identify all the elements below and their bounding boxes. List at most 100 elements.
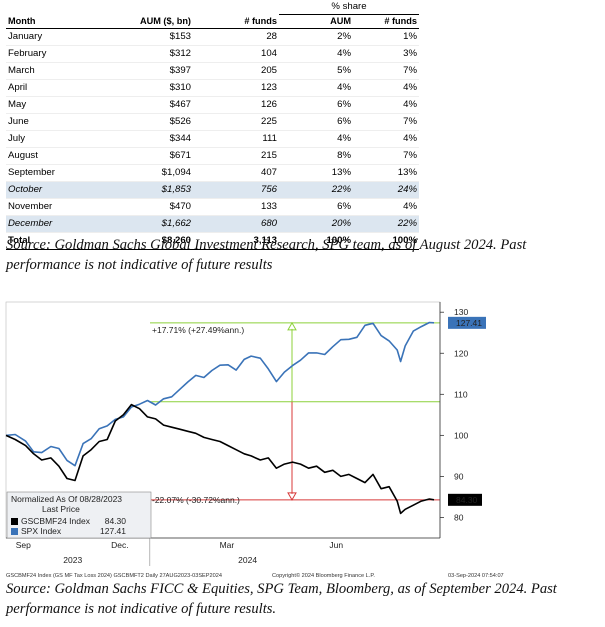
cell-aum: $470 xyxy=(71,198,193,216)
cell-month: March xyxy=(6,62,71,80)
cell-funds-share: 22% xyxy=(353,215,419,233)
legend-series-value: 127.41 xyxy=(100,526,126,536)
cell-aum: $467 xyxy=(71,96,193,114)
cell-month: June xyxy=(6,113,71,131)
cell-funds: 133 xyxy=(193,198,279,216)
cell-aum: $310 xyxy=(71,79,193,97)
cell-aum: $1,094 xyxy=(71,164,193,182)
table-row: February $312 104 4% 3% xyxy=(6,45,419,63)
spx-change-label: +17.71% (+27.49%ann.) xyxy=(152,325,244,335)
cell-month: October xyxy=(6,181,71,199)
gs-arrow-head xyxy=(287,492,297,501)
cell-aum-share: 6% xyxy=(279,198,353,216)
cell-month: April xyxy=(6,79,71,97)
table-row: October $1,853 756 22% 24% xyxy=(6,181,419,199)
col-header-aum-share: AUM xyxy=(279,14,353,29)
spx-series-line xyxy=(5,321,435,467)
cell-funds-share: 7% xyxy=(353,113,419,131)
cell-month: February xyxy=(6,45,71,63)
legend-title: Normalized As Of 08/28/2023 xyxy=(11,494,122,504)
cell-funds-share: 4% xyxy=(353,130,419,148)
table-row: December $1,662 680 20% 22% xyxy=(6,215,419,233)
cell-funds: 756 xyxy=(193,181,279,199)
cell-aum-share: 20% xyxy=(279,215,353,233)
chart-footer-center: Copyright© 2024 Bloomberg Finance L.P. xyxy=(272,572,375,579)
cell-funds-share: 3% xyxy=(353,45,419,63)
cell-aum-share: 2% xyxy=(279,28,353,46)
y-tick-label: 130 xyxy=(454,307,468,317)
table-row: January $153 28 2% 1% xyxy=(6,28,419,46)
legend-subtitle: Last Price xyxy=(42,504,80,514)
table-row: July $344 111 4% 4% xyxy=(6,130,419,148)
legend-swatch xyxy=(11,528,18,535)
share-super-header: % share xyxy=(279,0,419,15)
table-source-caption: Source: Goldman Sachs Global Investment … xyxy=(6,237,527,273)
x-month-label: Sep xyxy=(16,540,31,550)
cell-funds: 3,113 xyxy=(193,232,279,250)
performance-chart: 80 90 100 110 120 130 Sep Dec. Mar Jun 2023 2024 +… xyxy=(5,301,504,579)
x-month-label: Mar xyxy=(220,540,235,550)
table-row: May $467 126 6% 4% xyxy=(6,96,419,114)
cell-aum: $312 xyxy=(71,45,193,63)
cell-aum: $671 xyxy=(71,147,193,165)
cell-funds-share: 13% xyxy=(353,164,419,182)
cell-aum: $397 xyxy=(71,62,193,80)
cell-funds: 680 xyxy=(193,215,279,233)
cell-funds: 126 xyxy=(193,96,279,114)
cell-funds-share: 24% xyxy=(353,181,419,199)
cell-funds-share: 4% xyxy=(353,198,419,216)
table-row: August $671 215 8% 7% xyxy=(6,147,419,165)
cell-month: July xyxy=(6,130,71,148)
y-tick-label: 120 xyxy=(454,348,468,358)
gs-last-value-label: 84.30 xyxy=(456,495,478,505)
cell-funds: 407 xyxy=(193,164,279,182)
table-row: June $526 225 6% 7% xyxy=(6,113,419,131)
cell-aum: $8,260 xyxy=(71,232,193,250)
cell-aum-share: 4% xyxy=(279,45,353,63)
y-tick-label: 100 xyxy=(454,430,468,440)
cell-funds-share: 4% xyxy=(353,79,419,97)
x-month-label: Jun xyxy=(329,540,343,550)
cell-aum: $344 xyxy=(71,130,193,148)
cell-aum-share: 5% xyxy=(279,62,353,80)
spx-arrow-head xyxy=(287,321,297,331)
cell-month: August xyxy=(6,147,71,165)
cell-funds-share: 4% xyxy=(353,96,419,114)
col-header-month: Month xyxy=(6,14,71,29)
cell-month: November xyxy=(6,198,71,216)
chart-footer-left: GSCBMF24 Index (GS MF Tax Loss 2024) GSC… xyxy=(6,573,222,579)
x-year-label: 2023 xyxy=(63,555,82,565)
legend-series-value: 84.30 xyxy=(105,516,127,526)
cell-funds: 28 xyxy=(193,28,279,46)
cell-month: January xyxy=(6,28,71,46)
cell-funds: 225 xyxy=(193,113,279,131)
gs-change-label: -22.07% (-30.72%ann.) xyxy=(152,495,240,505)
col-header-funds: # funds xyxy=(193,14,279,29)
y-tick-label: 110 xyxy=(454,389,468,399)
cell-funds: 104 xyxy=(193,45,279,63)
table-row: September $1,094 407 13% 13% xyxy=(6,164,419,182)
cell-aum-share: 6% xyxy=(279,96,353,114)
cell-aum-share: 22% xyxy=(279,181,353,199)
cell-funds-share: 7% xyxy=(353,147,419,165)
legend-swatch xyxy=(11,518,18,525)
table-total-row: Total $8,260 3,113 100% 100% xyxy=(6,232,419,250)
table-row: March $397 205 5% 7% xyxy=(6,62,419,80)
cell-funds: 205 xyxy=(193,62,279,80)
y-tick-label: 80 xyxy=(454,512,464,522)
col-header-funds-share: # funds xyxy=(353,14,419,29)
x-month-label: Dec. xyxy=(111,540,128,550)
cell-aum: $1,662 xyxy=(71,215,193,233)
spx-last-value-label: 127.41 xyxy=(456,318,482,328)
cell-funds: 123 xyxy=(193,79,279,97)
legend-series-name: SPX Index xyxy=(21,526,62,536)
gs-last-value-tag xyxy=(448,493,482,506)
cell-aum-share: 100% xyxy=(279,232,353,250)
cell-month: December xyxy=(6,215,71,233)
cell-month: September xyxy=(6,164,71,182)
cell-aum-share: 4% xyxy=(279,130,353,148)
y-tick-label: 90 xyxy=(454,471,464,481)
fund-launch-table: % share Month AUM ($, bn) # funds AUM # … xyxy=(6,0,419,250)
chart-source-caption: Source: Goldman Sachs FICC & Equities, S… xyxy=(6,581,557,617)
cell-aum-share: 4% xyxy=(279,79,353,97)
